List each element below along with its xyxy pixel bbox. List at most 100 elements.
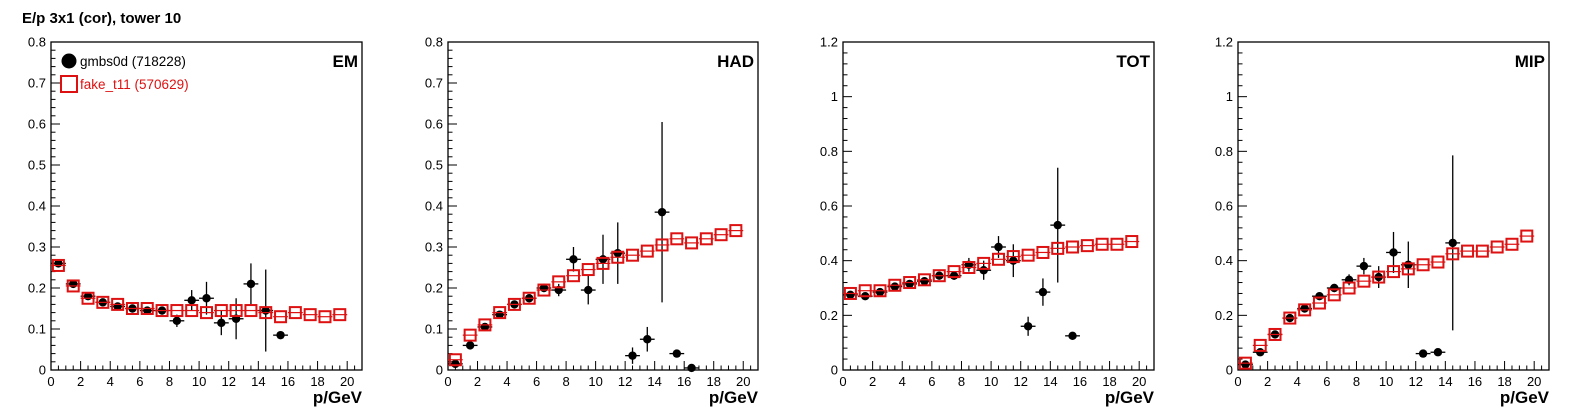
mc-point [947, 265, 961, 279]
data-point [1448, 238, 1457, 248]
page-title: E/p 3x1 (cor), tower 10 [22, 10, 182, 27]
y-tick-label: 0.8 [28, 35, 46, 50]
mc-point [888, 278, 902, 292]
mc-point [507, 297, 521, 311]
x-tick-label: 8 [166, 374, 173, 389]
data-point [846, 290, 855, 300]
data-point [687, 363, 696, 373]
panel-em: 0 2 4 6 8 10 12 14 16 18 20 0 0.1 0.2 0.3 0.4 0.5 0.6 0.7 0… [28, 35, 363, 408]
panel-label: HAD [717, 52, 754, 71]
y-tick-label: 0.6 [820, 199, 838, 214]
y-tick-label: 0.8 [820, 144, 838, 159]
y-tick-label: 0.6 [28, 117, 46, 132]
data-point [569, 255, 578, 264]
mc-point [699, 232, 713, 246]
mc-point [111, 297, 125, 311]
data-point [994, 242, 1003, 252]
x-tick-label: 2 [1264, 374, 1271, 389]
data-point [1315, 292, 1324, 301]
mc-point [903, 276, 917, 290]
mc-point [1387, 265, 1400, 279]
data-point [613, 248, 622, 258]
mc-point [303, 308, 317, 322]
panel-had: 0 2 4 6 8 10 12 14 16 18 20 0 0.1 0.2 0.3 0.4 0.5 0.6 0.7 0… [425, 35, 759, 408]
data-point [672, 349, 682, 358]
data-point [875, 287, 885, 297]
x-tick-label: 0 [444, 374, 451, 389]
x-tick-label: 16 [1073, 374, 1087, 389]
mc-point [873, 284, 887, 298]
y-tick-label: 0.2 [425, 281, 443, 296]
mc-point [1431, 255, 1445, 269]
mc-point [185, 304, 199, 318]
mc-point [274, 310, 288, 324]
mc-point [200, 306, 213, 320]
series-data [1238, 155, 1461, 369]
mc-point [140, 302, 154, 315]
data-point [1053, 220, 1062, 230]
mc-point [1461, 244, 1475, 258]
data-point [1389, 248, 1398, 257]
mc-point [566, 269, 580, 283]
x-tick-label: 2 [77, 374, 84, 389]
y-tick-label: 0 [831, 363, 838, 378]
mc-point [640, 244, 654, 258]
y-tick-label: 1.2 [1215, 35, 1233, 50]
x-tick-label: 20 [340, 374, 354, 389]
mc-point [448, 353, 462, 367]
mc-point [229, 304, 243, 318]
data-point [1068, 331, 1077, 341]
data-point [628, 351, 637, 360]
data-point [451, 359, 460, 369]
x-tick-label: 20 [736, 374, 750, 389]
y-tick-label: 0.4 [28, 199, 46, 214]
mc-point [1006, 250, 1020, 264]
mc-point [51, 258, 65, 272]
data-point [276, 330, 285, 340]
mc-point [1357, 274, 1371, 288]
x-tick-label: 12 [618, 374, 632, 389]
x-tick-label: 2 [869, 374, 876, 389]
x-tick-label: 10 [1379, 374, 1393, 389]
x-tick-label: 4 [1294, 374, 1301, 389]
mc-point [581, 263, 595, 277]
mc-point [552, 275, 566, 289]
y-tick-label: 0.4 [820, 253, 838, 268]
y-tick-label: 0.2 [1215, 308, 1233, 323]
x-tick-label: 20 [1527, 374, 1541, 389]
x-tick-label: 12 [221, 374, 235, 389]
series-mc [51, 258, 348, 324]
x-tick-label: 12 [1408, 374, 1422, 389]
plot-frame [842, 41, 1155, 371]
x-tick-label: 6 [533, 374, 540, 389]
y-tick-label: 0 [39, 363, 46, 378]
x-tick-label: 6 [928, 374, 935, 389]
y-tick-label: 1.2 [820, 35, 838, 50]
mc-point [1327, 288, 1341, 302]
mc-point [1110, 237, 1124, 251]
panel-label: MIP [1515, 52, 1545, 71]
x-tick-label: 12 [1013, 374, 1027, 389]
x-tick-label: 4 [899, 374, 906, 389]
panel-label: EM [333, 52, 359, 71]
legend: gmbs0d (718228) fake_t11 (570629) [60, 53, 189, 93]
mc-point [155, 304, 169, 318]
y-tick-label: 0.8 [1215, 144, 1233, 159]
mc-point [655, 238, 669, 252]
y-tick-label: 0.4 [425, 199, 443, 214]
data-point [1009, 256, 1018, 265]
mc-point [1021, 248, 1035, 262]
mc-point [858, 284, 872, 298]
y-tick-label: 0.5 [425, 158, 443, 173]
data-point [1359, 261, 1369, 271]
series-mc [843, 235, 1140, 300]
mc-point [1342, 281, 1356, 295]
y-tick-label: 0.2 [820, 308, 838, 323]
mc-point [463, 328, 477, 342]
mc-point [478, 318, 492, 332]
data-point [1256, 348, 1265, 357]
x-axis-label: p/GeV [1105, 388, 1155, 407]
data-point [187, 296, 196, 305]
mc-point [729, 224, 743, 238]
mc-point [1125, 235, 1139, 249]
